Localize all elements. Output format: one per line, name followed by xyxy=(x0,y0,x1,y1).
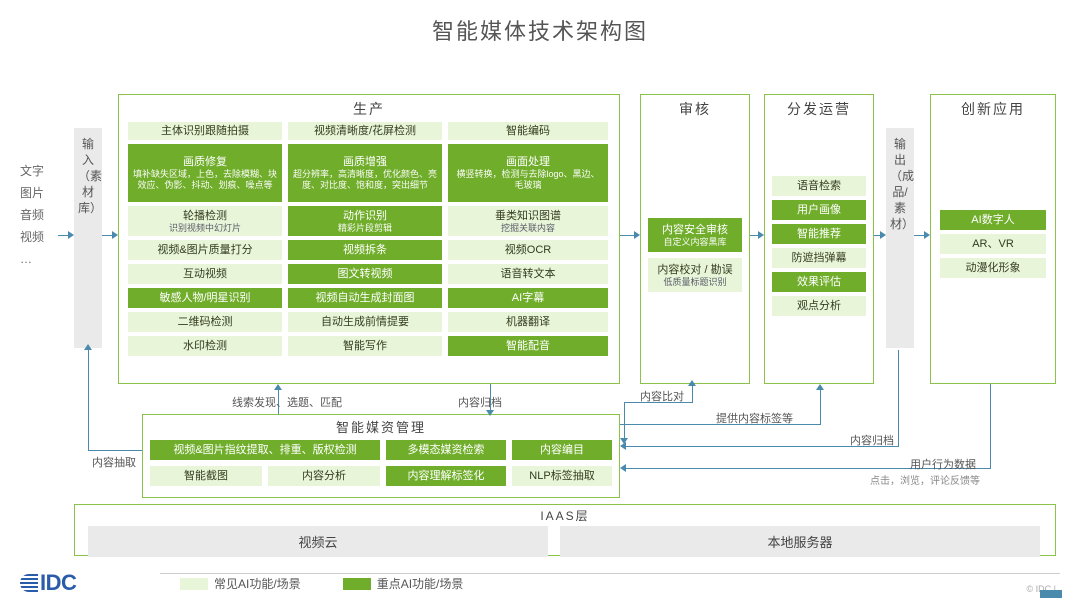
arrow-head-icon xyxy=(688,380,696,386)
arrow-head-icon xyxy=(68,231,74,239)
prod-cell: 智能写作 xyxy=(288,336,442,356)
review-cell: 内容安全审核自定义内容黑库 xyxy=(648,218,742,252)
logo-stripes-icon xyxy=(20,574,38,592)
arrow xyxy=(88,450,142,451)
asset-cell: 多模态媒资检索 xyxy=(386,440,506,460)
arrow-head-icon xyxy=(486,410,494,416)
arrow-head-icon xyxy=(112,231,118,239)
prod-cell: 图文转视频 xyxy=(288,264,442,284)
dist-cell: 智能推荐 xyxy=(772,224,866,244)
prod-cell: 画质修复填补缺失区域，上色，去除模糊、块效应、伪影、抖动、划痕、噪点等 xyxy=(128,144,282,202)
arrow xyxy=(898,350,899,446)
innovation-header: 创新应用 xyxy=(931,95,1055,123)
arrow-head-icon xyxy=(924,231,930,239)
idc-logo: IDC xyxy=(20,570,76,596)
asset-cell: 视频&图片指纹提取、排重、版权检测 xyxy=(150,440,380,460)
asset-cell: 智能截图 xyxy=(150,466,262,486)
legend-swatch-light xyxy=(180,578,208,590)
innov-cell: AI数字人 xyxy=(940,210,1046,230)
innov-cell: AR、VR xyxy=(940,234,1046,254)
prod-cell: 敏感人物/明星识别 xyxy=(128,288,282,308)
dist-cell: 语音检索 xyxy=(772,176,866,196)
prod-cell: 智能编码 xyxy=(448,122,608,140)
arrow-head-icon xyxy=(758,231,764,239)
input-type: 文字 xyxy=(20,160,60,182)
arrow xyxy=(624,402,625,442)
prod-cell: 二维码检测 xyxy=(128,312,282,332)
flow-label-behavior-sub: 点击，浏览，评论反馈等 xyxy=(870,472,980,487)
legend-label-dark: 重点AI功能/场景 xyxy=(377,575,464,592)
prod-cell: 视频&图片质量打分 xyxy=(128,240,282,260)
flow-label-compare: 内容比对 xyxy=(640,388,684,404)
input-type: … xyxy=(20,248,60,270)
arrow-head-icon xyxy=(620,442,626,450)
prod-cell: 视频自动生成封面图 xyxy=(288,288,442,308)
arrow xyxy=(820,388,821,425)
prod-cell: 语音转文本 xyxy=(448,264,608,284)
iaas-header: IAAS层 xyxy=(75,505,1055,526)
innov-cell: 动漫化形象 xyxy=(940,258,1046,278)
divider xyxy=(160,573,1060,574)
review-cell: 内容校对 / 勘误低质量标题识别 xyxy=(648,258,742,292)
arrow xyxy=(692,384,693,402)
prod-cell: 互动视频 xyxy=(128,264,282,284)
dist-cell: 效果评估 xyxy=(772,272,866,292)
arrow-head-icon xyxy=(84,344,92,350)
prod-cell: 动作识别精彩片段剪辑 xyxy=(288,206,442,236)
arrow-head-icon xyxy=(634,231,640,239)
prod-cell: 垂类知识图谱挖掘关联内容 xyxy=(448,206,608,236)
flow-label-extract: 内容抽取 xyxy=(92,454,136,470)
page-indicator xyxy=(1040,590,1062,598)
page-title: 智能媒体技术架构图 xyxy=(0,0,1080,54)
prod-cell: AI字幕 xyxy=(448,288,608,308)
prod-cell: 水印检测 xyxy=(128,336,282,356)
input-type: 图片 xyxy=(20,182,60,204)
flow-label-tags: 提供内容标签等 xyxy=(716,410,793,426)
asset-cell: 内容理解标签化 xyxy=(386,466,506,486)
legend-swatch-dark xyxy=(343,578,371,590)
prod-cell: 智能配音 xyxy=(448,336,608,356)
prod-cell: 轮播检测识别视频中幻灯片 xyxy=(128,206,282,236)
flow-label-archive1: 内容归档 xyxy=(458,394,502,410)
prod-cell: 画质增强超分辨率，高清晰度，优化颜色、亮度、对比度、饱和度，突出细节 xyxy=(288,144,442,202)
asset-header: 智能媒资管理 xyxy=(143,415,619,438)
legend: 常见AI功能/场景 重点AI功能/场景 xyxy=(180,575,463,592)
flow-label-cue: 线索发现、选题、匹配 xyxy=(232,394,342,410)
distribution-header: 分发运营 xyxy=(765,95,873,123)
dist-cell: 用户画像 xyxy=(772,200,866,220)
review-header: 审核 xyxy=(641,95,749,123)
flow-label-behavior: 用户行为数据 xyxy=(910,456,976,472)
arrow xyxy=(990,384,991,468)
asset-cell: NLP标签抽取 xyxy=(512,466,612,486)
dist-cell: 观点分析 xyxy=(772,296,866,316)
prod-cell: 机器翻译 xyxy=(448,312,608,332)
input-type: 视频 xyxy=(20,226,60,248)
prod-cell: 主体识别跟随拍摄 xyxy=(128,122,282,140)
dist-cell: 防遮挡弹幕 xyxy=(772,248,866,268)
arrow-head-icon xyxy=(816,384,824,390)
iaas-cell: 视频云 xyxy=(88,526,548,557)
legend-label-light: 常见AI功能/场景 xyxy=(214,575,301,592)
arrow-head-icon xyxy=(620,464,626,472)
input-type: 音频 xyxy=(20,204,60,226)
arrow xyxy=(88,348,89,451)
arrow-head-icon xyxy=(274,384,282,390)
production-header: 生产 xyxy=(119,95,619,123)
iaas-cell: 本地服务器 xyxy=(560,526,1040,557)
input-label: 输入（素材库） xyxy=(74,128,102,348)
asset-cell: 内容编目 xyxy=(512,440,612,460)
arrow-head-icon xyxy=(880,231,886,239)
prod-cell: 画面处理横竖转换，检测与去除logo、黑边、毛玻璃 xyxy=(448,144,608,202)
prod-cell: 视频清晰度/花屏检测 xyxy=(288,122,442,140)
flow-label-archive2: 内容归档 xyxy=(850,432,894,448)
prod-cell: 自动生成前情提要 xyxy=(288,312,442,332)
prod-cell: 视频OCR xyxy=(448,240,608,260)
asset-cell: 内容分析 xyxy=(268,466,380,486)
output-label: 输出（成品/素材） xyxy=(886,128,914,348)
input-types: 文字 图片 音频 视频 … xyxy=(20,160,60,270)
prod-cell: 视频拆条 xyxy=(288,240,442,260)
